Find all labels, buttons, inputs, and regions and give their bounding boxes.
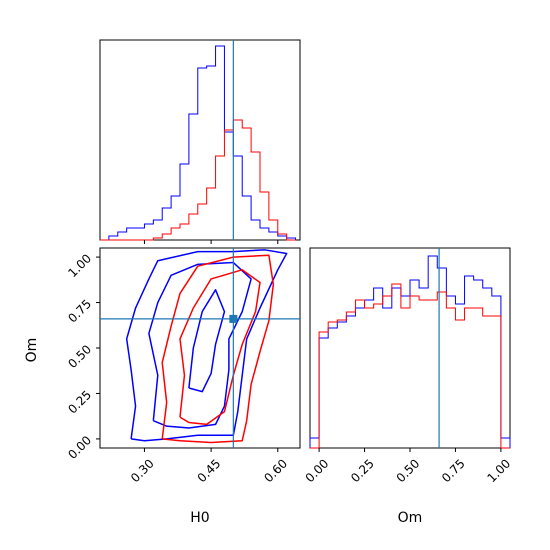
om-marginal-ticks: 0.00 0.25 0.50 0.75 1.00: [303, 448, 513, 485]
h0-marginal-histograms: [100, 40, 297, 241]
contour-series-1-level-1: [125, 249, 288, 442]
joint-ytick-label: 0.25: [65, 388, 94, 417]
joint-xtick-label: 0.60: [261, 456, 290, 485]
joint-ytick-label: 0.75: [65, 297, 94, 326]
om-xtick-label: 0.00: [303, 456, 332, 485]
joint-ticks: 0.30 0.45 0.60 0.00 0.25 0.50 0.75 1.00: [65, 251, 290, 485]
y-axis-label-om: Om: [24, 338, 40, 363]
joint-truth-marker: [229, 314, 238, 323]
joint-ytick-label: 1.00: [65, 251, 94, 280]
panel-h0-om-frame: [99, 247, 301, 449]
panel-om-marginal: 0.00 0.25 0.50 0.75 1.00: [303, 247, 513, 485]
panel-h0-marginal-frame: [99, 39, 301, 241]
joint-ytick-label: 0.50: [65, 342, 94, 371]
om-xtick-label: 0.75: [439, 456, 468, 485]
om-marginal-histograms: [309, 248, 511, 449]
joint-contours: [100, 248, 300, 448]
joint-xtick-label: 0.30: [128, 456, 157, 485]
h0-marginal-ticks: [143, 240, 279, 244]
om-xtick-label: 0.50: [394, 456, 423, 485]
joint-xtick-label: 0.45: [195, 456, 224, 485]
om-xtick-label: 0.25: [348, 456, 377, 485]
contour-series-2-level-1: [161, 254, 275, 444]
contour-series-2-level-2: [179, 269, 261, 426]
h0-histogram-series-1: [100, 45, 297, 241]
panel-om-marginal-frame: [309, 247, 511, 449]
panel-h0-om-joint: 0.30 0.45 0.60 0.00 0.25 0.50 0.75 1.00: [65, 247, 301, 485]
om-xtick-label: 1.00: [484, 456, 513, 485]
h0-histogram-series-2: [100, 119, 296, 241]
om-histogram-series-2: [310, 283, 510, 449]
contour-series-1-level-3: [188, 289, 226, 393]
joint-ytick-label: 0.00: [65, 433, 94, 462]
x-axis-label-h0: H0: [190, 510, 209, 526]
x-axis-label-om: Om: [398, 510, 423, 526]
contour-series-1-level-2: [148, 261, 252, 429]
panel-h0-marginal: [99, 39, 301, 244]
om-histogram-series-1: [309, 255, 511, 448]
